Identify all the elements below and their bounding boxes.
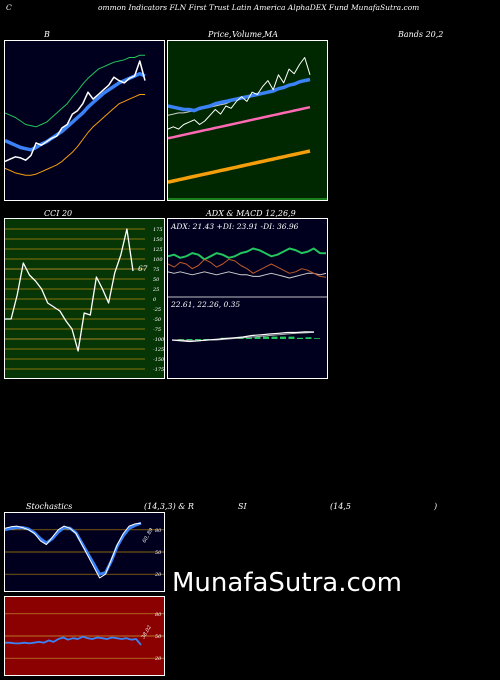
stoch-title: Stochastics (26, 502, 73, 511)
volume-bars (168, 198, 327, 200)
cci-chart: 175 150 125 100 75 50 25 0 -25 -50 -75 -100 -125 -150… (5, 227, 164, 373)
bands-title: Bands 20,2 (398, 30, 444, 39)
adx-annotation: ADX: 21.43 +DI: 23.91 -DI: 36.96 (170, 222, 299, 231)
header-title: ommon Indicators FLN First Trust Latin A… (98, 3, 420, 12)
rsi-params: (14,5 (330, 502, 351, 511)
cci-tick-label: 125 (153, 247, 163, 253)
stoch-tick-label: 50 (155, 550, 162, 556)
rsi-tick-label: 80 (155, 612, 162, 618)
macd-histogram-bar (280, 336, 286, 339)
rsi-line (5, 635, 142, 646)
price-line (168, 57, 311, 130)
adx-macd-title: ADX & MACD 12,26,9 (206, 209, 296, 218)
watermark: MunafaSutra.com (172, 568, 403, 598)
cci-tick-label: 175 (153, 227, 163, 233)
cci-tick-label: -150 (153, 357, 164, 363)
bb-lower-band (5, 94, 145, 176)
cci-tick-label: 25 (152, 287, 159, 293)
ma-20-line (168, 77, 311, 113)
cci-tick-label: 50 (153, 277, 160, 283)
cci-panel (4, 218, 165, 379)
volume-title: Volume, (232, 30, 265, 39)
header-c: C (6, 3, 12, 12)
stoch-k-line (5, 522, 142, 579)
cci-tick-label: -100 (153, 337, 164, 343)
cci-last-value: 67 (138, 264, 148, 273)
ma-title: MA (264, 30, 278, 39)
bollinger-chart (5, 54, 146, 176)
bb-price-line (5, 60, 146, 163)
minus-di-line (168, 247, 327, 261)
macd-histogram-bar (254, 336, 261, 339)
cci-tick-label: -125 (153, 347, 164, 353)
adx-line (168, 258, 327, 278)
cci-tick-label: 150 (153, 237, 163, 243)
rsi-tick-label: 50 (155, 634, 162, 640)
cci-tick-label: -175 (153, 367, 164, 373)
macd-histogram-bar (203, 339, 210, 340)
cci-tick-label: 75 (153, 267, 159, 273)
macd-histogram-bar (195, 339, 201, 341)
cci-tick-label: 0 (153, 297, 157, 303)
macd-histogram-bar (271, 336, 278, 339)
cci-tick-label: -50 (153, 317, 162, 323)
macd-histogram-bar (297, 337, 303, 339)
cci-tick-label: -25 (153, 307, 161, 313)
adx-macd-chart: ADX: 21.43 +DI: 23.91 -DI: 36.96 22.61, 2… (168, 222, 327, 343)
ma-100-line (168, 105, 311, 140)
rsi-tick-label: 20 (154, 656, 162, 662)
stoch-tick-label: 20 (154, 572, 162, 578)
macd-annotation: 22.61, 22.26, 0.35 (170, 300, 240, 309)
stoch-params: (14,3,3) & R (144, 502, 194, 511)
macd-histogram-bar (186, 339, 193, 341)
bollinger-title: B (44, 30, 50, 39)
adx-panel (167, 218, 328, 379)
cci-tick-label: -75 (153, 327, 161, 333)
macd-histogram-bar (263, 336, 269, 339)
cci-tick-label: 100 (153, 257, 163, 263)
macd-line (171, 331, 315, 343)
price-ma-chart (168, 57, 327, 200)
si-title: SI (238, 502, 247, 511)
macd-histogram-bar (178, 339, 184, 340)
stochastics-chart: 80 50 20 60, 89 (5, 521, 164, 579)
rsi-last-value: 38.02 (141, 625, 153, 640)
cci-line (5, 228, 134, 352)
bb-upper-band (5, 54, 145, 128)
plus-di-line (168, 271, 327, 279)
price-title: Price, (208, 30, 232, 39)
stoch-last-value: 60, 89 (142, 527, 156, 544)
macd-histogram-bar (288, 336, 295, 339)
ma-200-line (168, 149, 311, 184)
rsi-chart: 80 50 20 38.02 (5, 612, 164, 662)
macd-histogram-bar (305, 337, 312, 339)
cci-title: CCI 20 (44, 209, 73, 218)
close-paren: ) (434, 502, 438, 511)
stoch-tick-label: 80 (155, 528, 162, 534)
macd-histogram-bar (314, 338, 320, 339)
macd-histogram-bar (246, 337, 252, 339)
